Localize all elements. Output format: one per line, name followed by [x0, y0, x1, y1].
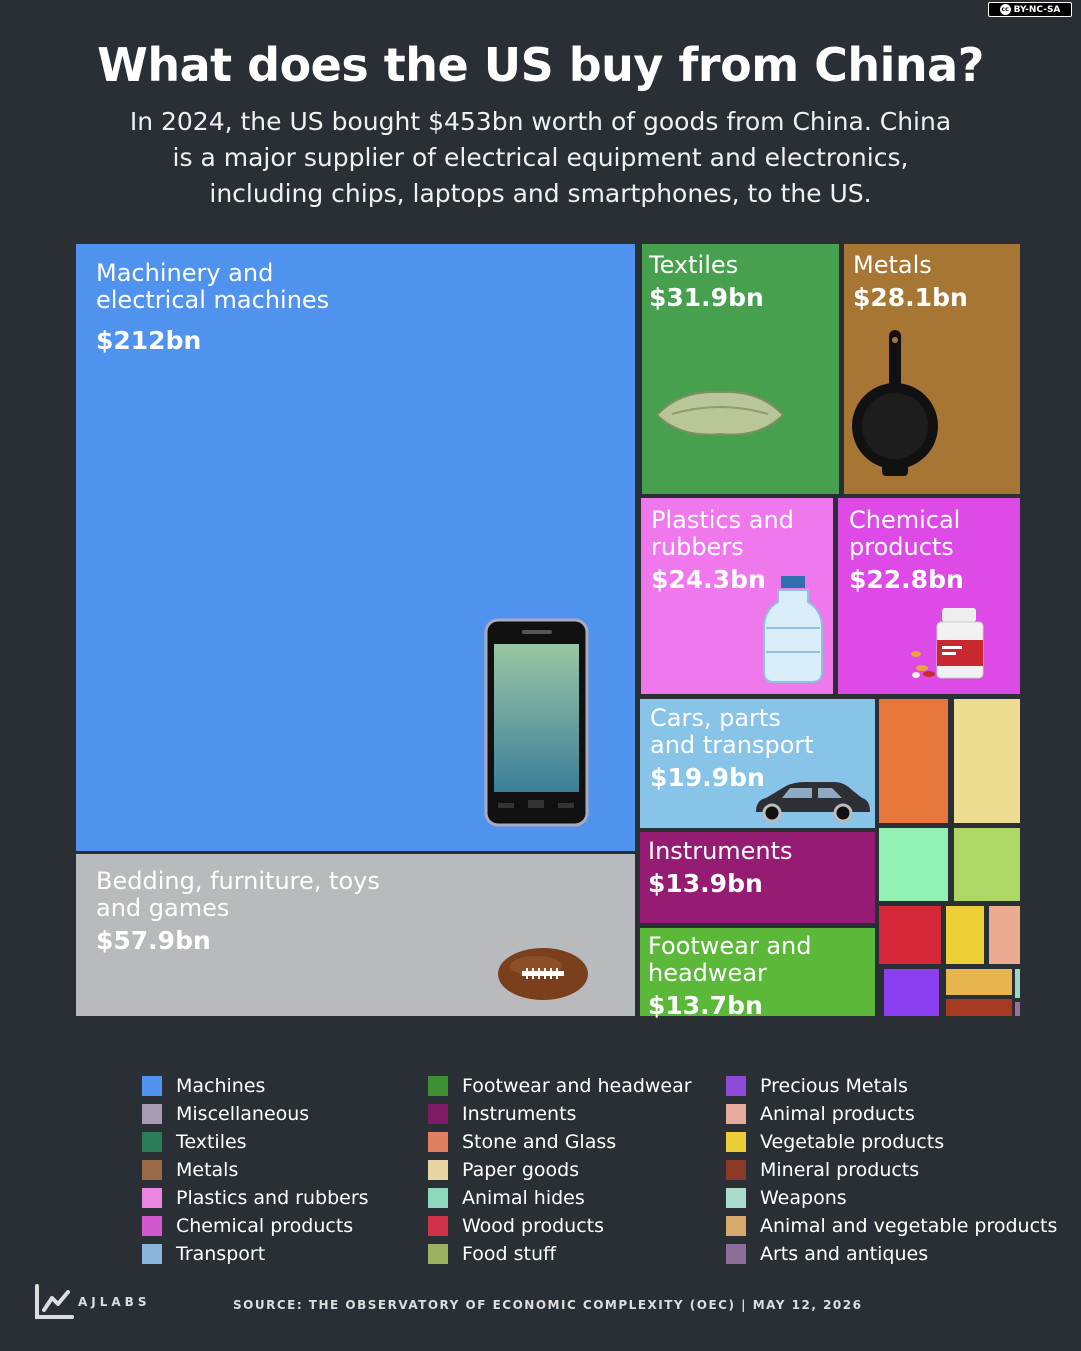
legend-label: Machines: [176, 1075, 266, 1097]
legend-item-weapons: Weapons: [726, 1184, 1057, 1212]
legend-label: Animal hides: [462, 1187, 585, 1209]
treemap-cell-bedding-furniture-toys-and-games: [76, 854, 635, 1016]
treemap-cell-small: [946, 999, 1012, 1016]
legend-label: Chemical products: [176, 1215, 354, 1237]
legend-label: Plastics and rubbers: [176, 1187, 369, 1209]
legend-label: Food stuff: [462, 1243, 557, 1265]
legend-item-animal-products: Animal products: [726, 1100, 1057, 1128]
treemap-cell-textiles: [642, 244, 839, 494]
legend-label: Footwear and headwear: [462, 1075, 692, 1097]
legend-item-chemical-products: Chemical products: [142, 1212, 369, 1240]
legend-item-metals: Metals: [142, 1156, 369, 1184]
legend-swatch: [142, 1132, 162, 1152]
legend-item-animal-hides: Animal hides: [428, 1184, 692, 1212]
license-badge: cc BY-NC-SA: [988, 2, 1072, 17]
legend-label: Weapons: [760, 1187, 847, 1209]
legend-label: Metals: [176, 1159, 239, 1181]
treemap-cell-small: [1015, 1002, 1020, 1016]
brand-logo: AJLABS: [34, 1284, 150, 1320]
legend-swatch: [428, 1160, 448, 1180]
legend-swatch: [142, 1244, 162, 1264]
legend-item-vegetable-products: Vegetable products: [726, 1128, 1057, 1156]
license-label: BY-NC-SA: [1013, 4, 1061, 15]
legend-column-2: Footwear and headwear Instruments Stone an…: [428, 1072, 692, 1268]
source-note: SOURCE: THE OBSERVATORY OF ECONOMIC COMP…: [233, 1298, 863, 1312]
page-subtitle: In 2024, the US bought $453bn worth of g…: [129, 107, 952, 208]
legend-label: Textiles: [176, 1131, 247, 1153]
legend-item-paper-goods: Paper goods: [428, 1156, 692, 1184]
treemap-cell-chemical-products: [838, 498, 1020, 694]
treemap-cell-cars-parts-and-transport: [640, 699, 875, 828]
treemap-cell-small: [946, 906, 984, 964]
smartphone-icon: [484, 618, 589, 827]
treemap-cell-small: [946, 969, 1012, 995]
legend-item-arts-and-antiques: Arts and antiques: [726, 1240, 1057, 1268]
legend-label: Stone and Glass: [462, 1131, 617, 1153]
legend-label: Precious Metals: [760, 1075, 908, 1097]
legend-item-plastics-and-rubbers: Plastics and rubbers: [142, 1184, 369, 1212]
legend-item-footwear-and-headwear: Footwear and headwear: [428, 1072, 692, 1100]
treemap-cell-footwear-and-headwear: [640, 928, 875, 1016]
legend-swatch: [726, 1216, 746, 1236]
legend-label: Mineral products: [760, 1159, 920, 1181]
legend-label: Transport: [176, 1243, 266, 1265]
legend: Machines Miscellaneous Textiles Metals Plast…: [0, 1072, 1081, 1272]
legend-item-precious-metals: Precious Metals: [726, 1072, 1057, 1100]
treemap-cell-small: [884, 969, 939, 1016]
legend-swatch: [142, 1160, 162, 1180]
legend-swatch: [726, 1188, 746, 1208]
legend-label: Miscellaneous: [176, 1103, 310, 1125]
legend-label: Animal and vegetable products: [760, 1215, 1058, 1237]
brand-name: AJLABS: [78, 1295, 151, 1309]
legend-label: Vegetable products: [760, 1131, 945, 1153]
treemap-cell-plastics-and-rubbers: [641, 498, 833, 694]
page-title: What does the US buy from China?: [97, 38, 984, 92]
legend-swatch: [142, 1076, 162, 1096]
legend-item-food-stuff: Food stuff: [428, 1240, 692, 1268]
treemap-cell-small: [954, 699, 1020, 823]
legend-swatch: [726, 1132, 746, 1152]
legend-swatch: [142, 1104, 162, 1124]
treemap-cell-small: [879, 906, 941, 964]
legend-item-transport: Transport: [142, 1240, 369, 1268]
legend-item-stone-and-glass: Stone and Glass: [428, 1128, 692, 1156]
legend-column-3: Precious Metals Animal products Vegetable …: [726, 1072, 1057, 1268]
cc-icon: cc: [999, 4, 1011, 15]
treemap-cell-small: [879, 828, 948, 901]
legend-item-animal-and-vegetable-products: Animal and vegetable products: [726, 1212, 1057, 1240]
legend-item-machines: Machines: [142, 1072, 369, 1100]
legend-swatch: [428, 1188, 448, 1208]
legend-swatch: [428, 1076, 448, 1096]
legend-label: Instruments: [462, 1103, 577, 1125]
treemap-cell-small: [879, 699, 948, 823]
legend-item-textiles: Textiles: [142, 1128, 369, 1156]
treemap-cell-metals: [844, 244, 1020, 494]
legend-column-1: Machines Miscellaneous Textiles Metals Plast…: [142, 1072, 369, 1268]
legend-item-wood-products: Wood products: [428, 1212, 692, 1240]
legend-swatch: [726, 1076, 746, 1096]
legend-label: Wood products: [462, 1215, 604, 1237]
treemap-cell-small: [1015, 969, 1020, 998]
legend-swatch: [142, 1188, 162, 1208]
legend-swatch: [428, 1216, 448, 1236]
legend-swatch: [428, 1104, 448, 1124]
treemap-cell-instruments: [640, 832, 875, 923]
legend-item-miscellaneous: Miscellaneous: [142, 1100, 369, 1128]
treemap-cell-small: [989, 906, 1020, 964]
line-chart-icon: [35, 1284, 74, 1319]
legend-item-instruments: Instruments: [428, 1100, 692, 1128]
legend-swatch: [726, 1244, 746, 1264]
legend-label: Arts and antiques: [760, 1243, 929, 1265]
legend-label: Paper goods: [462, 1159, 580, 1181]
treemap-cell-small: [954, 828, 1020, 901]
legend-swatch: [726, 1160, 746, 1180]
legend-swatch: [428, 1244, 448, 1264]
legend-label: Animal products: [760, 1103, 915, 1125]
legend-item-mineral-products: Mineral products: [726, 1156, 1057, 1184]
legend-swatch: [428, 1132, 448, 1152]
legend-swatch: [142, 1216, 162, 1236]
legend-swatch: [726, 1104, 746, 1124]
